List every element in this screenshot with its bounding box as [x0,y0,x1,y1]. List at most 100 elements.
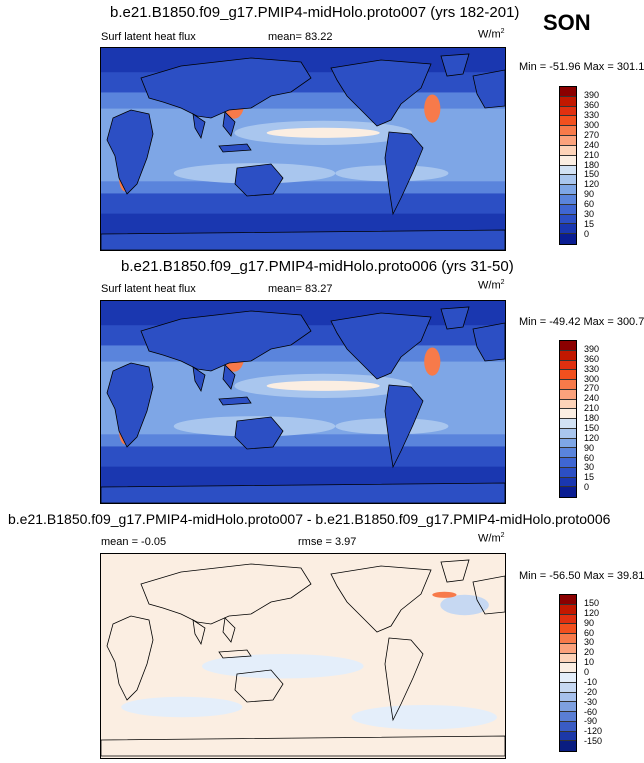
panel2-mean-label: mean= 83.27 [268,283,333,295]
colorbar-tick-label: -60 [584,706,598,717]
colorbar-swatch [560,155,576,166]
colorbar-tick-label: 0 [584,229,590,240]
colorbar-swatch [560,467,576,478]
panel2-colorbar [559,340,577,498]
colorbar-swatch [560,634,576,644]
colorbar-swatch [560,214,576,225]
panel3-rmse-label: rmse = 3.97 [298,536,357,548]
colorbar-swatch [560,204,576,215]
colorbar-swatch [560,389,576,400]
colorbar-swatch [560,673,576,683]
colorbar-tick-label: 390 [584,343,600,354]
colorbar-tick-label: 0 [584,667,590,677]
colorbar-swatch [560,663,576,673]
colorbar-swatch [560,409,576,419]
colorbar-tick-label: 150 [584,597,600,608]
colorbar-tick-label: 360 [584,99,600,110]
panel1-map [100,47,506,251]
panel1-units: W/m2 [478,28,505,41]
colorbar-tick-label: 150 [584,169,600,180]
colorbar-tick-label: -20 [584,686,598,697]
colorbar-tick-label: 390 [584,89,600,100]
colorbar-swatch [560,194,576,205]
colorbar-swatch [560,438,576,449]
colorbar-tick-label: 330 [584,109,600,120]
colorbar-swatch [560,702,576,712]
colorbar-swatch [560,360,576,371]
panel3-mean-label: mean = -0.05 [101,536,167,548]
panel3-units: W/m2 [478,532,505,545]
panel1-map-field [101,48,505,250]
colorbar-swatch [560,185,576,195]
panel2-map [100,300,506,504]
colorbar-swatch [560,624,576,634]
colorbar-tick-label: 60 [584,452,595,463]
colorbar-swatch [560,712,576,722]
colorbar-tick-label: 60 [584,627,595,638]
colorbar-swatch [560,145,576,156]
colorbar-tick-label: 0 [584,482,590,493]
panel1-variable-label: Surf latent heat flux [101,31,196,43]
colorbar-swatch [560,653,576,664]
colorbar-tick-label: 90 [584,442,595,453]
colorbar-swatch [560,87,576,97]
panel3-title: b.e21.B1850.f09_g17.PMIP4-midHolo.proto0… [8,511,611,527]
colorbar-swatch [560,419,576,429]
panel1-title: b.e21.B1850.f09_g17.PMIP4-midHolo.proto0… [110,4,520,21]
season-label: SON [543,10,591,35]
panel3-minmax: Min = -56.50 Max = 39.81 [519,570,644,582]
colorbar-tick-label: 120 [584,432,600,443]
colorbar-tick-label: 10 [584,657,595,668]
panel2-title: b.e21.B1850.f09_g17.PMIP4-midHolo.proto0… [121,258,514,275]
colorbar-swatch [560,487,576,497]
colorbar-tick-label: 30 [584,209,595,220]
colorbar-tick-label: 90 [584,617,595,628]
colorbar-swatch [560,721,576,732]
colorbar-tick-label: 240 [584,393,600,404]
panel2-variable-label: Surf latent heat flux [101,283,196,295]
colorbar-swatch [560,614,576,625]
colorbar-swatch [560,399,576,410]
colorbar-tick-label: 150 [584,422,600,433]
panel3-map-field [101,554,505,758]
colorbar-swatch [560,165,576,176]
colorbar-tick-label: 120 [584,179,600,190]
colorbar-swatch [560,448,576,458]
colorbar-swatch [560,234,576,244]
colorbar-tick-label: 300 [584,119,600,130]
panel3-map [100,553,506,759]
colorbar-swatch [560,106,576,117]
colorbar-swatch [560,136,576,146]
panel1-minmax: Min = -51.96 Max = 301.11 [519,61,644,73]
colorbar-tick-label: -10 [584,676,598,687]
panel2-minmax: Min = -49.42 Max = 300.73 [519,316,644,328]
colorbar-tick-label: -150 [584,736,603,747]
colorbar-tick-label: 180 [584,413,600,423]
colorbar-swatch [560,458,576,468]
colorbar-swatch [560,116,576,127]
colorbar-tick-label: 330 [584,363,600,374]
colorbar-tick-label: -120 [584,726,603,737]
colorbar-swatch [560,96,576,107]
colorbar-tick-label: 120 [584,607,600,618]
colorbar-swatch [560,370,576,380]
colorbar-tick-label: 270 [584,129,600,140]
colorbar-tick-label: 300 [584,373,600,384]
colorbar-swatch [560,175,576,186]
panel2-units: W/m2 [478,279,505,292]
panel3-colorbar [559,594,577,752]
colorbar-tick-label: 20 [584,647,595,658]
colorbar-tick-label: 15 [584,219,595,230]
colorbar-swatch [560,643,576,654]
panel2-map-field [101,301,505,503]
panel1-mean-label: mean= 83.22 [268,31,333,43]
colorbar-tick-label: 180 [584,159,600,170]
colorbar-tick-label: -90 [584,716,598,727]
colorbar-tick-label: 210 [584,403,600,414]
colorbar-swatch [560,595,576,605]
colorbar-swatch [560,350,576,361]
colorbar-swatch [560,428,576,439]
colorbar-tick-label: 270 [584,383,600,394]
colorbar-swatch [560,682,576,693]
colorbar-swatch [560,341,576,351]
